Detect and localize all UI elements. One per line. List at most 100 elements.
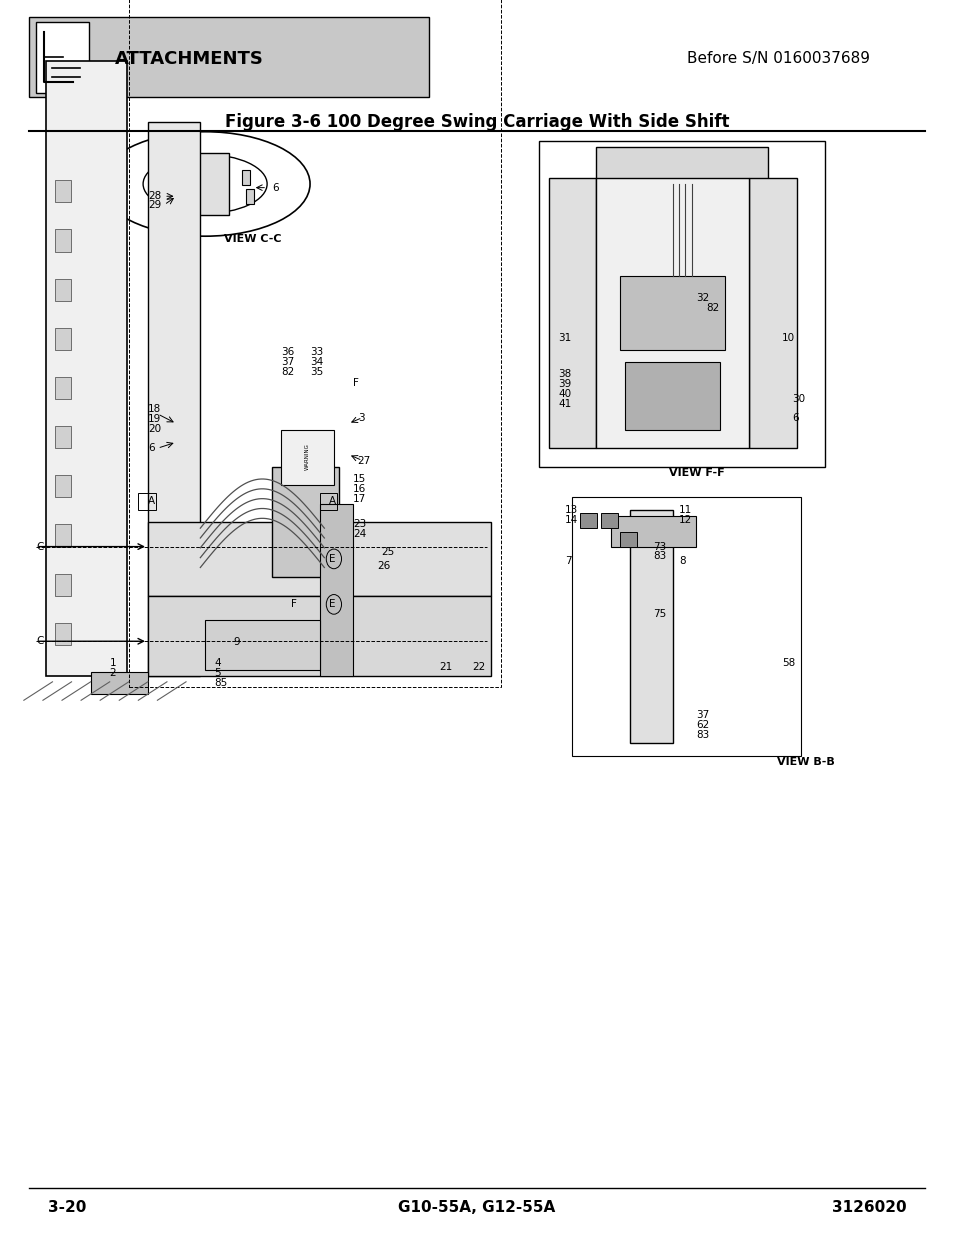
Bar <box>55 327 71 350</box>
Bar <box>319 493 336 510</box>
Bar <box>596 147 767 184</box>
Text: 83: 83 <box>696 730 709 740</box>
Text: 30: 30 <box>791 394 804 404</box>
Text: 37: 37 <box>281 357 294 367</box>
FancyBboxPatch shape <box>29 17 429 96</box>
Text: A: A <box>329 496 335 506</box>
Bar <box>55 622 71 645</box>
Bar <box>55 525 71 547</box>
Bar <box>55 573 71 595</box>
Text: E: E <box>329 553 335 564</box>
Bar <box>46 61 127 676</box>
Text: 21: 21 <box>438 662 452 672</box>
Text: WARNING: WARNING <box>305 443 310 471</box>
Text: 19: 19 <box>148 414 161 424</box>
Text: 14: 14 <box>564 515 578 525</box>
Bar <box>148 122 200 676</box>
Text: 29: 29 <box>148 200 161 210</box>
Text: 62: 62 <box>696 720 709 730</box>
Text: 58: 58 <box>781 658 795 668</box>
Text: 34: 34 <box>310 357 323 367</box>
Text: 15: 15 <box>353 474 366 484</box>
Text: 2: 2 <box>110 668 116 678</box>
Text: 85: 85 <box>214 678 228 688</box>
Text: 16: 16 <box>353 484 366 494</box>
Bar <box>596 178 748 448</box>
Text: 6: 6 <box>148 443 154 453</box>
Bar <box>55 377 71 399</box>
Text: 37: 37 <box>696 710 709 720</box>
Bar <box>148 522 491 595</box>
Text: 6: 6 <box>272 183 278 193</box>
Text: G10-55A, G12-55A: G10-55A, G12-55A <box>398 1200 555 1215</box>
Text: 10: 10 <box>781 332 795 342</box>
Text: 12: 12 <box>679 515 692 525</box>
Text: 82: 82 <box>705 303 719 314</box>
Text: 1: 1 <box>110 658 116 668</box>
Text: 11: 11 <box>679 505 692 515</box>
Text: VIEW C-C: VIEW C-C <box>224 235 281 245</box>
Text: 75: 75 <box>653 609 666 619</box>
Bar <box>548 178 596 448</box>
Text: 17: 17 <box>353 494 366 504</box>
Text: 28: 28 <box>148 191 161 201</box>
Text: A: A <box>148 496 154 506</box>
Text: 18: 18 <box>148 404 161 414</box>
Bar <box>242 170 250 185</box>
Text: 31: 31 <box>558 332 571 342</box>
Text: 22: 22 <box>472 662 485 672</box>
Bar <box>55 475 71 498</box>
Text: E: E <box>329 599 335 609</box>
Text: 3-20: 3-20 <box>48 1200 86 1215</box>
Text: F: F <box>353 378 358 388</box>
Text: 20: 20 <box>148 424 161 433</box>
Text: 73: 73 <box>653 542 666 552</box>
Bar <box>610 516 696 547</box>
Text: 3: 3 <box>357 412 364 422</box>
Text: F: F <box>291 599 296 609</box>
Text: 26: 26 <box>376 561 390 572</box>
Text: Figure 3-6 100 Degree Swing Carriage With Side Shift: Figure 3-6 100 Degree Swing Carriage Wit… <box>225 114 728 131</box>
Bar <box>246 189 253 204</box>
Text: 25: 25 <box>381 547 395 557</box>
Text: 82: 82 <box>281 367 294 377</box>
Bar <box>138 493 155 510</box>
Ellipse shape <box>100 132 310 236</box>
Text: 36: 36 <box>281 347 294 357</box>
Text: VIEW B-B: VIEW B-B <box>777 757 834 767</box>
Text: 35: 35 <box>310 367 323 377</box>
Bar <box>153 189 161 204</box>
Bar <box>319 504 353 676</box>
Bar <box>205 620 319 669</box>
Ellipse shape <box>143 154 267 214</box>
Bar <box>55 180 71 203</box>
Bar <box>619 532 637 547</box>
Text: 40: 40 <box>558 389 571 399</box>
Bar <box>748 178 796 448</box>
Bar <box>55 279 71 301</box>
Text: Before S/N 0160037689: Before S/N 0160037689 <box>686 51 869 65</box>
Text: VIEW F-F: VIEW F-F <box>668 468 723 478</box>
Text: 24: 24 <box>353 530 366 540</box>
Text: 3126020: 3126020 <box>831 1200 905 1215</box>
Bar <box>624 362 720 430</box>
Text: 6: 6 <box>791 412 798 422</box>
Bar <box>272 467 338 577</box>
Text: C: C <box>36 636 44 646</box>
Text: 8: 8 <box>679 556 685 567</box>
Text: 23: 23 <box>353 520 366 530</box>
Bar <box>572 498 801 756</box>
Text: 27: 27 <box>357 456 371 466</box>
Text: 9: 9 <box>233 637 240 647</box>
Bar <box>91 672 148 694</box>
Bar <box>629 510 672 743</box>
Bar <box>38 141 572 1124</box>
Text: C: C <box>36 542 44 552</box>
FancyBboxPatch shape <box>36 22 89 93</box>
Text: 32: 32 <box>696 293 709 304</box>
Bar <box>600 514 618 529</box>
Bar <box>129 0 500 687</box>
Bar <box>281 430 334 485</box>
Bar <box>55 426 71 448</box>
Text: 83: 83 <box>653 552 666 562</box>
